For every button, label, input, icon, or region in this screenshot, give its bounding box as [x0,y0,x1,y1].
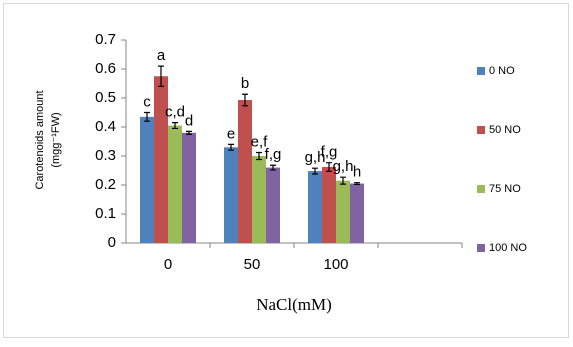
legend-label: 100 NO [489,242,527,254]
significance-letter: c,d [165,104,185,121]
error-bar [228,143,234,151]
error-bar [312,167,318,175]
x-tick-label: 50 [244,256,261,273]
bar [154,76,168,243]
y-axis-title: (mgg⁻¹FW) [50,112,62,167]
x-tick-label: 100 [323,256,348,273]
y-tick-label: 0.5 [95,89,116,106]
significance-letter: b [241,75,249,92]
bar [140,116,154,243]
error-bar [326,162,332,172]
y-tick-label: 0.4 [95,118,116,135]
x-tick-label: 0 [164,256,172,273]
significance-letter: f,g [265,146,282,163]
y-tick-label: 0.7 [95,31,116,48]
error-bar [256,151,262,161]
bar [238,100,252,243]
significance-letter: c [143,93,151,110]
y-tick-label: 0.6 [95,60,116,77]
x-axis-title: NaCl(mM) [256,295,332,314]
legend-swatch [477,185,485,193]
legend-swatch [477,244,485,252]
error-bar [270,164,276,171]
legend-swatch [477,67,485,75]
bar [252,156,266,243]
bar [224,147,238,243]
y-axis-title: Carotenoids amount [34,90,46,189]
significance-letter: g,h [305,149,326,166]
y-tick-label: 0.3 [95,147,116,164]
bar [322,167,336,243]
y-tick-label: 0.1 [95,205,116,222]
error-bar [158,65,164,87]
legend-label: 0 NO [489,65,515,77]
y-tick-label: 0.2 [95,176,116,193]
significance-letter: h [353,164,361,181]
significance-letter: a [157,47,166,64]
error-bar [242,93,248,107]
bar [266,167,280,243]
error-bar [144,111,150,122]
error-bar [186,130,192,135]
bar [308,171,322,243]
bar [182,132,196,243]
error-bar [354,182,360,186]
error-bar [172,122,178,130]
significance-letter: d [185,112,193,129]
legend-label: 50 NO [489,124,521,136]
legend-swatch [477,126,485,134]
bar [336,180,350,243]
significance-letter: e [227,125,235,142]
error-bar [340,176,346,185]
bar [350,183,364,243]
legend-label: 75 NO [489,183,521,195]
significance-letter: g,h [333,158,354,175]
bar [168,125,182,243]
significance-letter: f,g [321,144,338,161]
significance-letter: e,f [251,133,269,150]
y-tick-label: 0 [108,234,116,251]
chart-frame [3,3,569,338]
